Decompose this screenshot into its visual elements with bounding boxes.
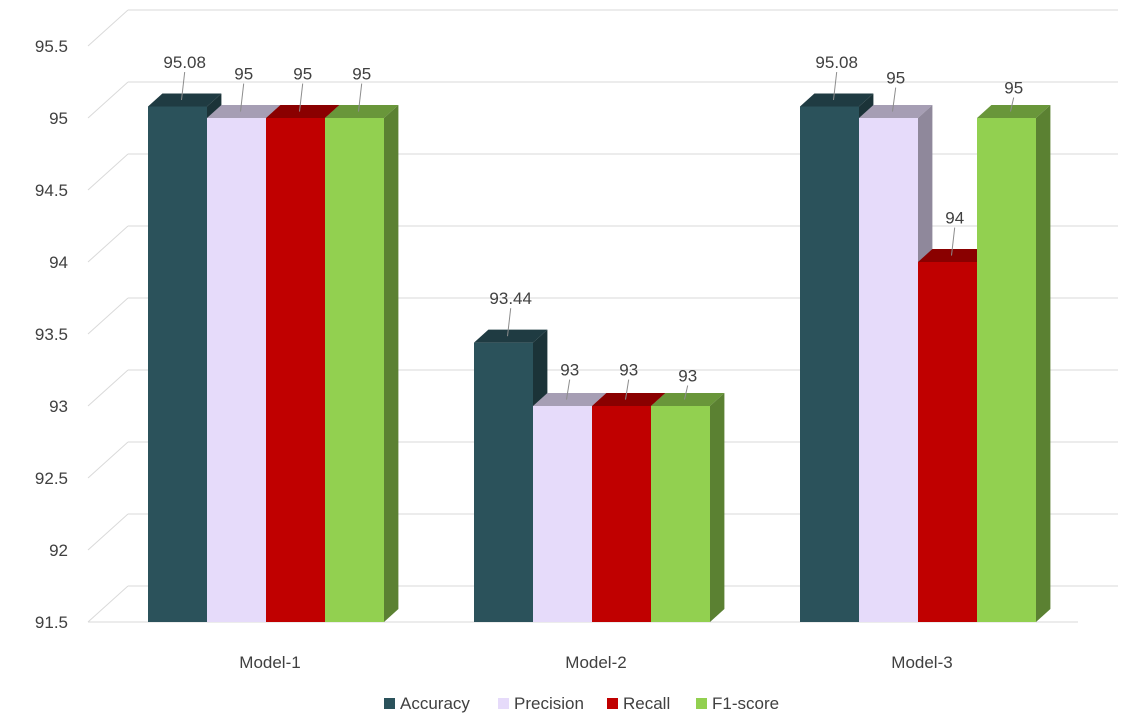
y-tick-label: 93.5 — [35, 325, 68, 344]
bar-top — [474, 329, 548, 343]
data-label: 95 — [352, 65, 371, 84]
bar-front — [474, 342, 533, 622]
bar-f1-score-model-3: 95 — [977, 79, 1051, 623]
data-label-leader — [240, 83, 245, 112]
data-label: 95 — [1004, 79, 1023, 98]
y-tick-label: 92 — [49, 541, 68, 560]
bar-top — [207, 105, 281, 118]
x-axis: Model-1 Model-2 Model-3 — [239, 653, 952, 672]
y-tick-label: 95 — [49, 109, 68, 128]
data-label-leader — [833, 71, 838, 101]
data-label: 93.44 — [489, 289, 532, 308]
bar-side — [710, 393, 725, 622]
bar-top — [977, 105, 1051, 118]
legend-label: Precision — [514, 694, 584, 713]
data-label-leader — [625, 379, 630, 400]
data-label: 95.08 — [815, 53, 858, 72]
data-label: 93 — [619, 361, 638, 380]
x-tick-label: Model-2 — [565, 653, 626, 672]
gridline-wall — [87, 585, 129, 623]
data-label: 95 — [886, 69, 905, 88]
bar-top — [859, 105, 933, 118]
bar-top — [918, 249, 992, 262]
legend-label: F1-score — [712, 694, 779, 713]
bar-front — [148, 106, 207, 623]
legend-label: Accuracy — [400, 694, 470, 713]
bar-front — [266, 118, 325, 622]
gridline-wall — [87, 225, 129, 263]
legend-swatch — [696, 698, 707, 709]
data-label-leader — [507, 308, 512, 337]
x-tick-label: Model-3 — [891, 653, 952, 672]
data-label: 95 — [293, 65, 312, 84]
bar-front — [533, 406, 592, 622]
y-tick-label: 91.5 — [35, 613, 68, 632]
legend-item-recall: Recall — [607, 694, 670, 713]
bar-f1-score-model-1: 95 — [325, 65, 399, 623]
bar-front — [918, 262, 977, 622]
gridline-wall — [87, 9, 129, 47]
data-label: 93 — [678, 367, 697, 386]
data-label-leader — [951, 227, 956, 256]
gridline-wall — [87, 369, 129, 407]
bar-front — [859, 118, 918, 622]
bar-top — [325, 105, 399, 118]
y-tick-label: 93 — [49, 397, 68, 416]
gridline-wall — [87, 81, 129, 119]
bar-top — [800, 93, 874, 107]
legend-item-precision: Precision — [498, 694, 584, 713]
bar-front — [977, 118, 1036, 622]
data-label: 93 — [560, 361, 579, 380]
bar-f1-score-model-2: 93 — [651, 367, 725, 622]
gridline-wall — [87, 441, 129, 479]
legend: Accuracy Precision Recall F1-score — [384, 694, 779, 713]
legend-swatch — [498, 698, 509, 709]
bar-front — [800, 106, 859, 623]
bar-top — [533, 393, 607, 406]
y-axis: 91.5 92 92.5 93 93.5 94 94.5 95 95.5 — [35, 37, 68, 632]
data-label-leader — [358, 83, 363, 112]
gridline-wall — [87, 513, 129, 551]
bar-front — [207, 118, 266, 622]
data-label: 95 — [234, 65, 253, 84]
y-tick-label: 94.5 — [35, 181, 68, 200]
legend-item-f1-score: F1-score — [696, 694, 779, 713]
bar-front — [325, 118, 384, 622]
data-label-leader — [684, 385, 689, 400]
bar-top — [651, 393, 725, 406]
y-tick-label: 92.5 — [35, 469, 68, 488]
legend-swatch — [384, 698, 395, 709]
x-tick-label: Model-1 — [239, 653, 300, 672]
data-label-leader — [181, 71, 186, 101]
bar-front — [592, 406, 651, 622]
bar-recall-model-1: 95 — [266, 65, 340, 623]
bars: 95.08 95 95 95 93.44 93 93 93 95.08 95 94 95 — [148, 53, 1051, 623]
bar-side — [1036, 105, 1051, 623]
data-label: 95.08 — [163, 53, 206, 72]
y-tick-label: 95.5 — [35, 37, 68, 56]
bar-top — [592, 393, 666, 406]
data-label-leader — [892, 87, 897, 112]
y-tick-label: 94 — [49, 253, 68, 272]
gridline-wall — [87, 153, 129, 191]
gridline-wall — [87, 297, 129, 335]
bar-top — [148, 93, 222, 107]
bar-top — [266, 105, 340, 118]
legend-item-accuracy: Accuracy — [384, 694, 470, 713]
legend-swatch — [607, 698, 618, 709]
data-label-leader — [299, 83, 304, 112]
legend-label: Recall — [623, 694, 670, 713]
data-label: 94 — [945, 209, 964, 228]
data-label-leader — [1010, 97, 1015, 112]
bar-front — [651, 406, 710, 622]
data-label-leader — [566, 379, 571, 400]
bar-side — [384, 105, 399, 623]
